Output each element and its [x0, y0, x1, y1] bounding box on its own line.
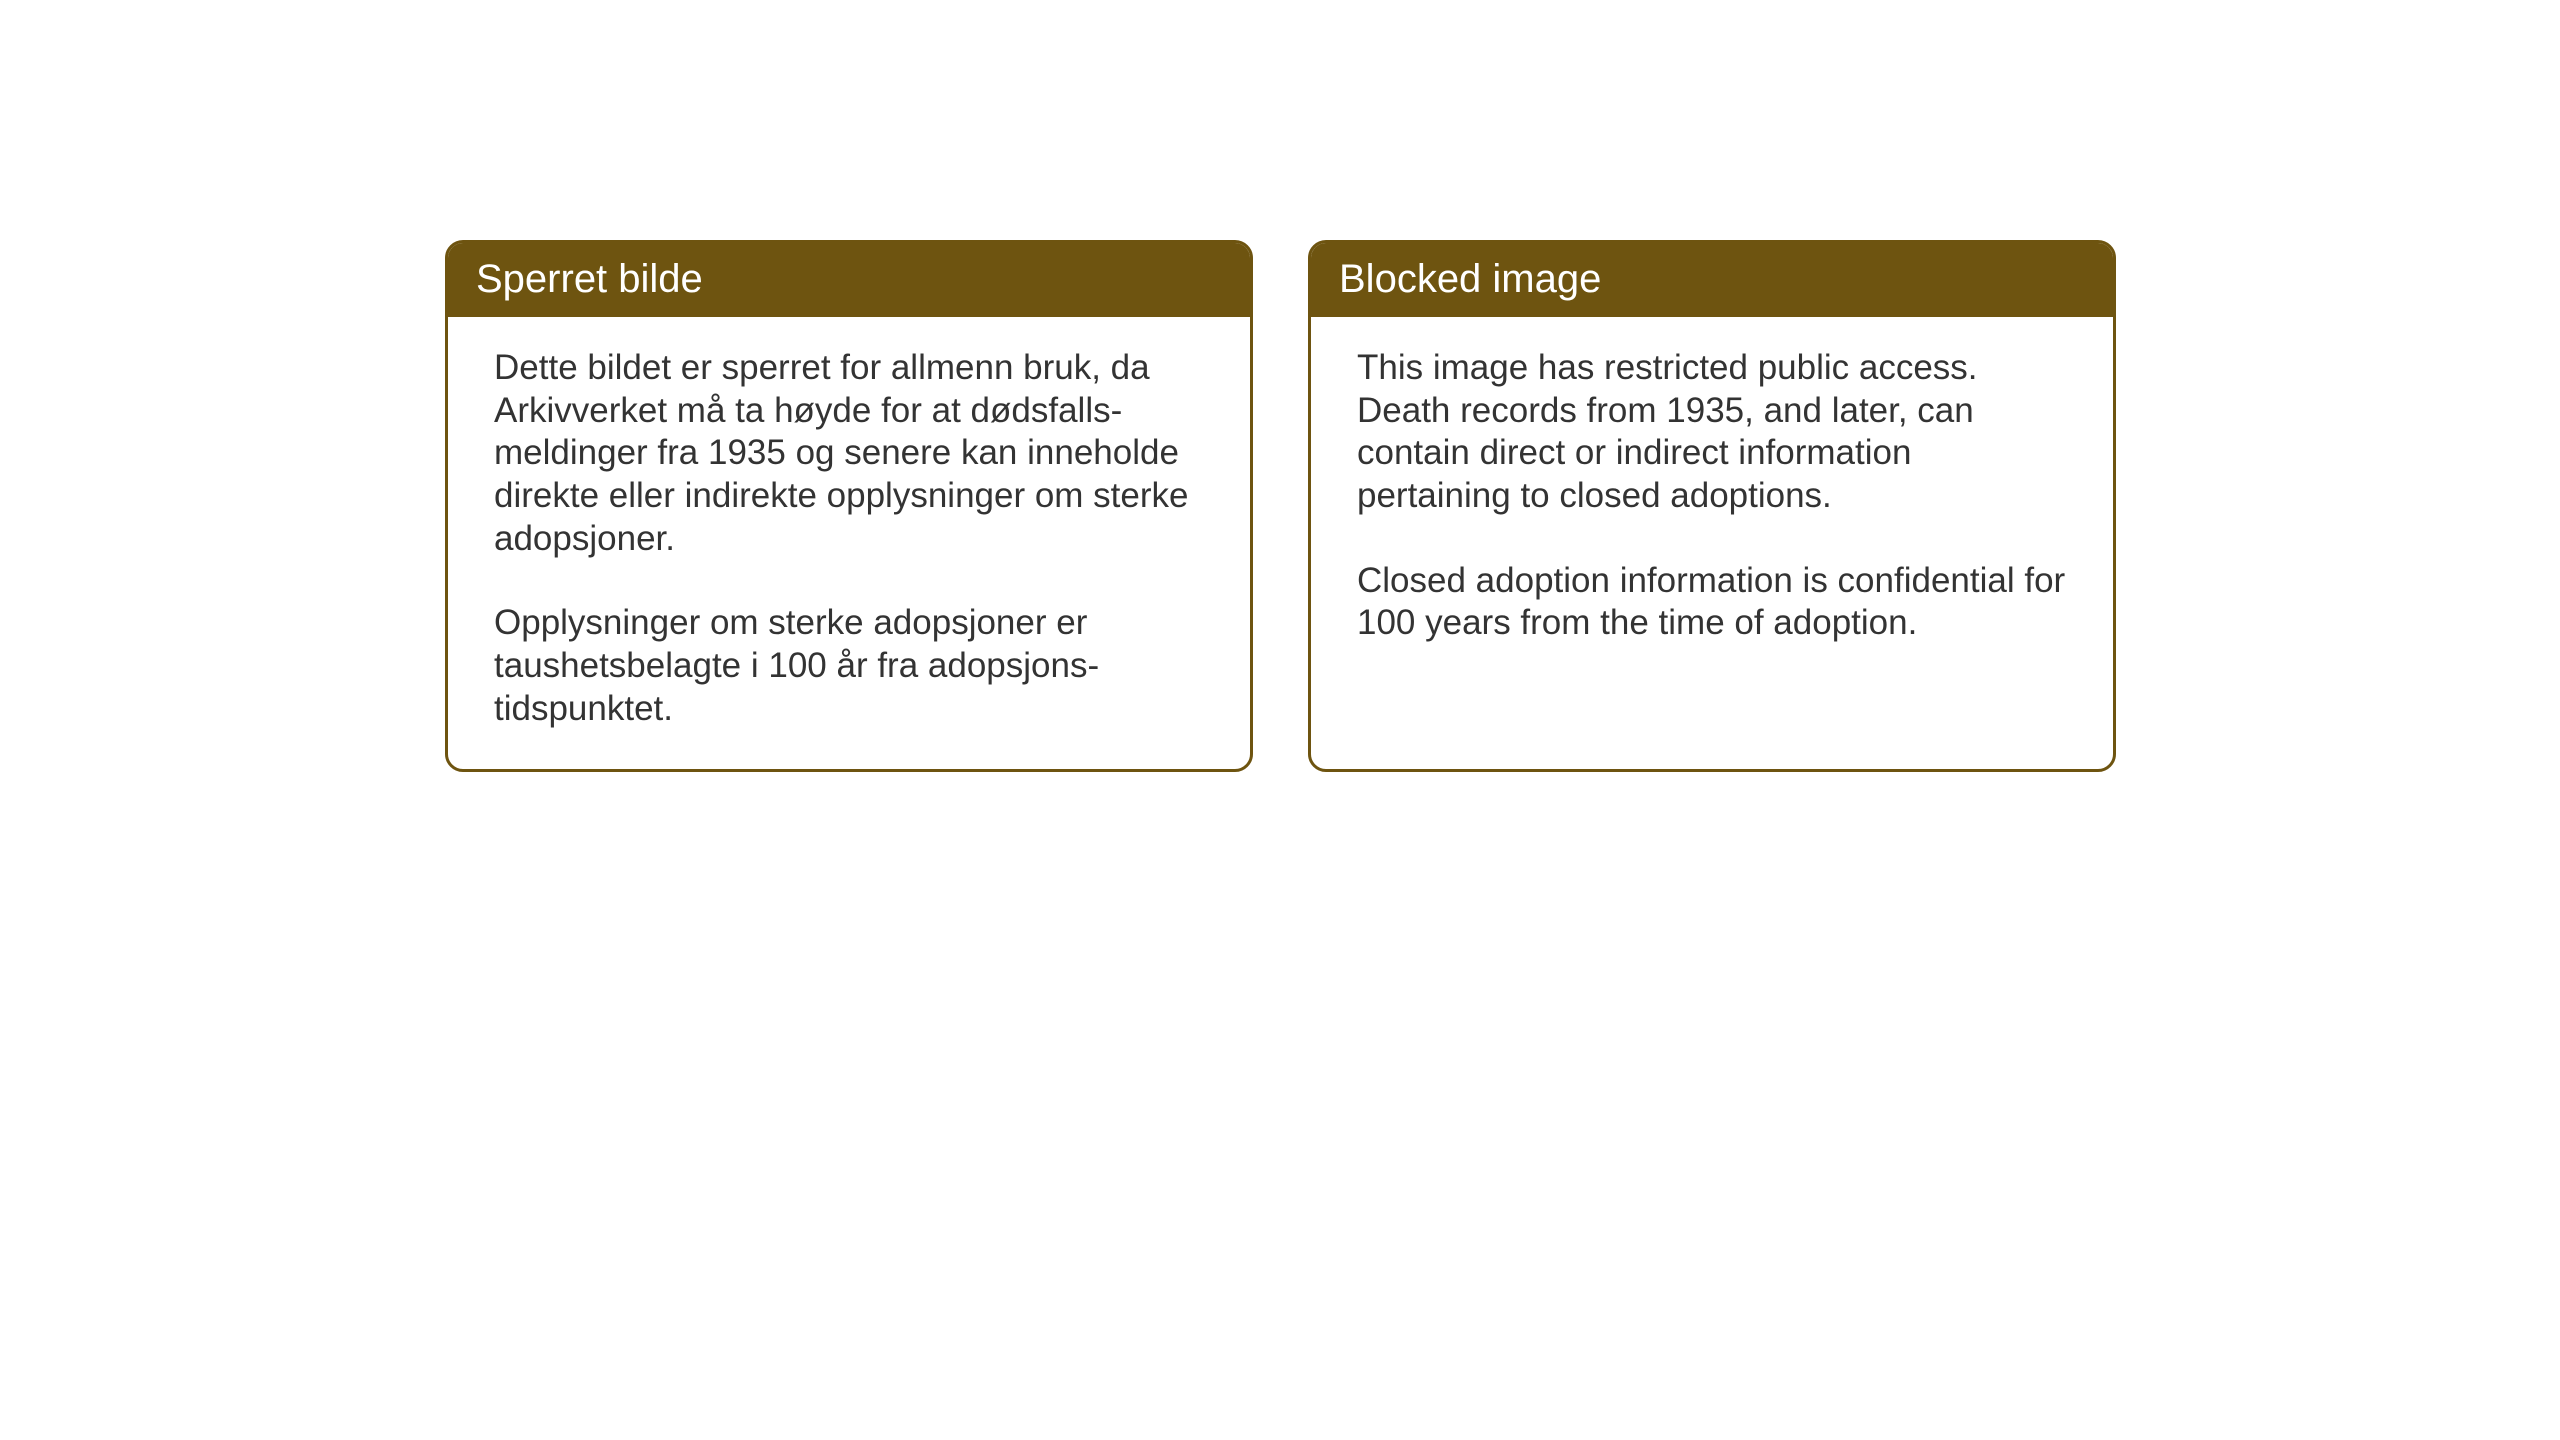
- body-paragraph: Closed adoption information is confident…: [1357, 560, 2067, 645]
- body-paragraph: This image has restricted public access.…: [1357, 347, 2067, 518]
- notice-cards-container: Sperret bilde Dette bildet er sperret fo…: [445, 240, 2116, 772]
- card-title: Blocked image: [1339, 257, 1601, 301]
- body-paragraph: Opplysninger om sterke adopsjoner er tau…: [494, 602, 1204, 730]
- notice-card-english: Blocked image This image has restricted …: [1308, 240, 2116, 772]
- card-body-norwegian: Dette bildet er sperret for allmenn bruk…: [448, 317, 1250, 769]
- card-body-english: This image has restricted public access.…: [1311, 317, 2113, 769]
- notice-card-norwegian: Sperret bilde Dette bildet er sperret fo…: [445, 240, 1253, 772]
- body-paragraph: Dette bildet er sperret for allmenn bruk…: [494, 347, 1204, 560]
- card-header-norwegian: Sperret bilde: [448, 243, 1250, 317]
- card-header-english: Blocked image: [1311, 243, 2113, 317]
- card-title: Sperret bilde: [476, 257, 703, 301]
